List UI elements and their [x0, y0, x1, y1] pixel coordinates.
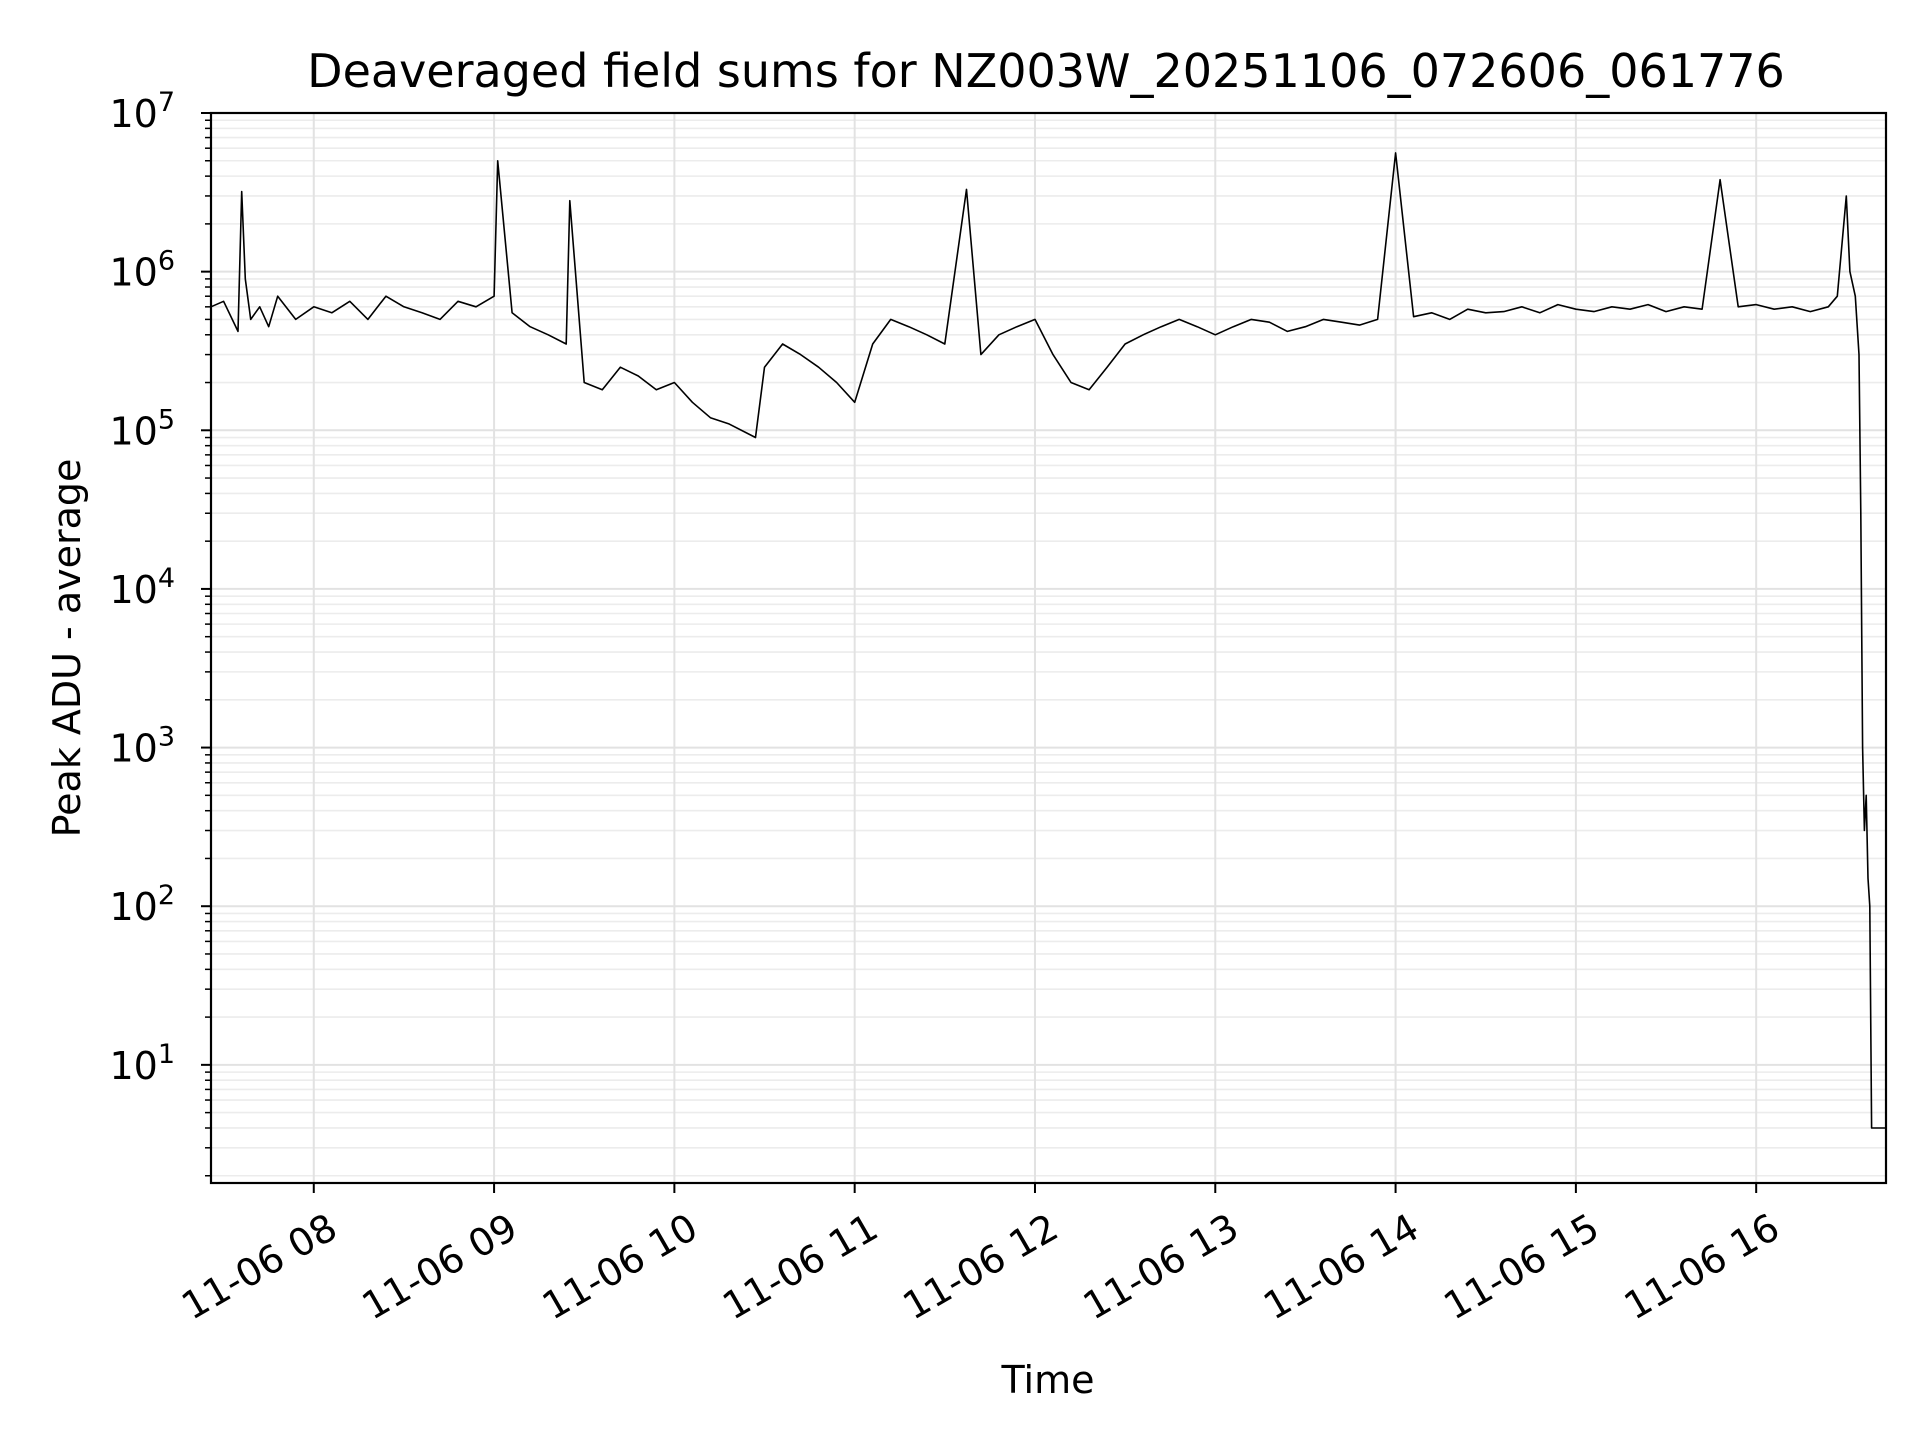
y-tick-label: 105 [109, 404, 175, 453]
grid [211, 112, 1886, 1183]
x-axis-label: Time [1001, 1358, 1095, 1402]
y-tick-label: 106 [109, 246, 175, 295]
y-tick-label: 103 [109, 722, 175, 771]
y-tick-label: 104 [109, 563, 175, 612]
y-axis-label: Peak ADU - average [45, 459, 89, 838]
chart-title: Deaveraged field sums for NZ003W_2025110… [307, 44, 1785, 98]
y-tick-label: 107 [109, 87, 175, 136]
y-tick-label: 102 [109, 880, 175, 929]
data-series-line [210, 152, 1886, 1129]
axes-frame [209, 111, 1888, 1185]
y-tick-label: 101 [109, 1039, 175, 1088]
plot-area [210, 152, 1886, 1129]
y-axis: 101 102 103 104 105 106 107 [109, 87, 211, 1177]
